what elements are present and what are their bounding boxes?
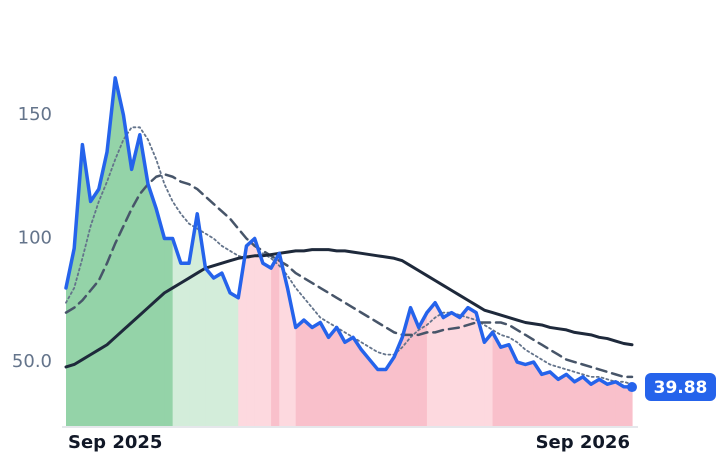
area-segment: [402, 307, 412, 427]
area-segment: [549, 371, 559, 427]
y-tick-label: 150: [18, 104, 52, 125]
area-segment: [172, 238, 182, 427]
area-segment: [517, 362, 526, 427]
area-segment: [558, 374, 567, 427]
area-segment: [205, 268, 215, 427]
area-segment: [451, 312, 461, 427]
area-segment: [582, 376, 592, 427]
area-segment: [500, 344, 510, 427]
area-segment: [361, 349, 371, 427]
area-segment: [615, 381, 625, 427]
moving-average-line: [64, 248, 634, 369]
area-segment: [164, 238, 174, 427]
area-segment: [394, 337, 403, 427]
area-segment: [385, 357, 395, 427]
area-segment: [467, 307, 477, 427]
y-tick-label: 100: [18, 228, 52, 249]
area-segment: [98, 152, 108, 427]
area-segment: [492, 332, 502, 427]
area-segment: [541, 371, 551, 427]
area-segment: [66, 248, 75, 427]
x-tick-label: Sep 2026: [536, 432, 630, 453]
area-segment: [230, 292, 239, 427]
area-segment: [221, 273, 231, 427]
area-segment: [459, 307, 469, 427]
area-segment: [533, 362, 543, 427]
area-segment: [90, 189, 100, 427]
area-segment: [623, 386, 633, 427]
area-segment: [590, 379, 600, 427]
area-segment: [410, 307, 420, 427]
area-segment: [303, 320, 313, 427]
area-segment: [377, 369, 387, 427]
x-tick-label: Sep 2025: [68, 432, 162, 453]
area-segment: [435, 302, 444, 427]
area-segment: [271, 253, 280, 427]
area-segment: [418, 312, 428, 427]
area-segment: [336, 327, 346, 427]
area-segment: [189, 213, 198, 427]
area-segment: [139, 134, 149, 427]
last-value-badge: [645, 373, 716, 402]
area-segment: [353, 337, 362, 427]
area-segment: [443, 312, 453, 427]
moving-average-line: [64, 173, 634, 379]
area-segment: [369, 359, 379, 427]
area-segment: [123, 114, 133, 427]
area-segment: [344, 337, 354, 427]
area-segment: [131, 134, 141, 427]
area-segment: [320, 322, 330, 427]
area-segment: [599, 379, 608, 427]
area-segment: [566, 374, 576, 427]
last-value-dot: [627, 382, 637, 393]
area-segment: [115, 77, 125, 427]
moving-average-line: [65, 126, 633, 386]
area-segment: [156, 208, 166, 427]
area-segment: [525, 362, 535, 427]
price-line: [64, 76, 634, 389]
y-tick-label: 50.0: [12, 351, 52, 372]
area-segment: [295, 320, 305, 427]
area-segment: [279, 253, 289, 427]
area-segment: [246, 238, 256, 427]
last-value-label: 39.88: [654, 378, 708, 398]
area-segment: [574, 376, 584, 427]
area-segment: [484, 332, 494, 427]
area-segment: [262, 263, 272, 427]
area-segment: [180, 263, 190, 427]
area-segment: [254, 238, 264, 427]
area-segment: [607, 381, 617, 427]
area-segment: [426, 302, 436, 427]
area-segment: [508, 344, 518, 427]
area-segment: [213, 273, 223, 427]
area-segment: [312, 322, 321, 427]
area-segment: [328, 327, 338, 427]
area-segment: [74, 144, 84, 428]
